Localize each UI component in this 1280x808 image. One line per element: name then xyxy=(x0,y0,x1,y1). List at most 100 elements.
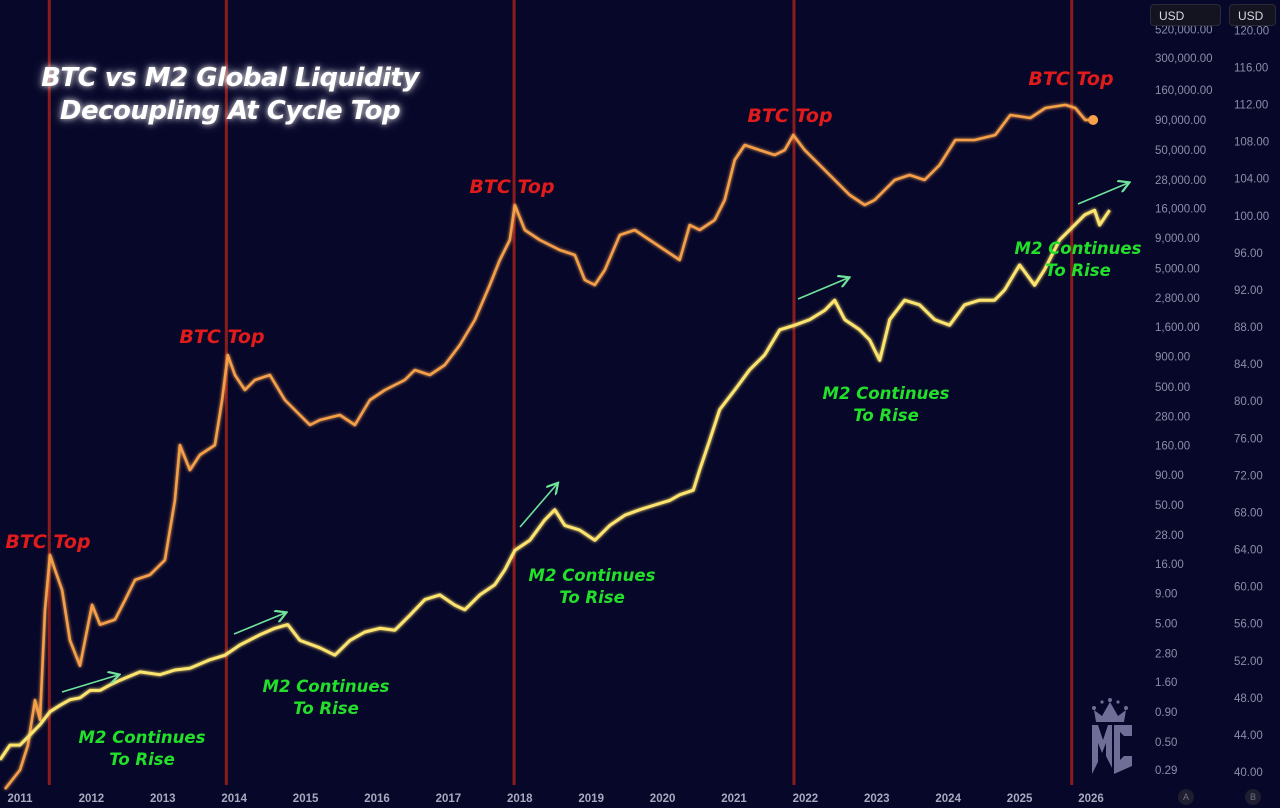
left-axis-currency-button[interactable]: USD xyxy=(1150,4,1221,26)
title-line-2: Decoupling At Cycle Top xyxy=(59,96,401,126)
left-axis-tick-label: 2.80 xyxy=(1155,648,1177,660)
right-axis-tick-label: 44.00 xyxy=(1234,730,1263,742)
x-axis-ticks[interactable]: 2011 2012 2013 2014 2015 2016 2017 2018 2019 2020… xyxy=(8,793,1104,805)
right-axis-ticks[interactable]: 120.00 116.00 112.00 108.00 104.00 100.00 96.0… xyxy=(1234,25,1269,779)
left-axis-tick-label: 160.00 xyxy=(1155,440,1190,452)
right-axis-tick-label: 76.00 xyxy=(1234,433,1263,445)
trend-arrow-icon xyxy=(233,613,285,635)
x-axis-year-label: 2018 xyxy=(507,793,533,805)
left-axis-tick-label: 900.00 xyxy=(1155,352,1190,364)
left-axis-tick-label: 90,000.00 xyxy=(1155,115,1206,127)
right-axis-tick-label: 64.00 xyxy=(1234,545,1263,557)
right-axis-scale-badge[interactable]: B xyxy=(1245,789,1261,805)
left-axis-tick-label: 0.90 xyxy=(1155,707,1177,719)
right-axis-currency-button[interactable]: USD xyxy=(1229,4,1276,26)
trend-arrow-icon xyxy=(797,278,848,300)
left-axis-tick-label: 5.00 xyxy=(1155,619,1177,631)
left-axis-tick-label: 9.00 xyxy=(1155,588,1177,600)
right-axis-tick-label: 72.00 xyxy=(1234,470,1263,482)
trend-arrow-icon xyxy=(519,484,557,528)
right-axis-tick-label: 52.00 xyxy=(1234,656,1263,668)
btc-last-price-dot xyxy=(1088,114,1099,125)
annotations: BTC Top BTC Top BTC Top BTC Top BTC Top M2 Co… xyxy=(5,68,1141,769)
x-axis-year-label: 2026 xyxy=(1078,793,1104,805)
right-axis-tick-label: 104.00 xyxy=(1234,174,1269,186)
right-axis-tick-label: 68.00 xyxy=(1234,507,1263,519)
right-axis-tick-label: 56.00 xyxy=(1234,619,1263,631)
m2-liquidity-line xyxy=(0,208,1111,761)
left-axis-tick-label: 50.00 xyxy=(1155,500,1184,512)
btc-top-label: BTC Top xyxy=(747,105,832,127)
btc-top-label: BTC Top xyxy=(469,176,554,198)
right-axis-tick-label: 120.00 xyxy=(1234,25,1269,37)
x-axis-year-label: 2019 xyxy=(578,793,604,805)
left-axis-ticks[interactable]: 520,000.00 300,000.00 160,000.00 90,000.00 5… xyxy=(1155,25,1213,777)
m2-continues-label-line-1: M2 Continues xyxy=(79,728,206,747)
left-axis-tick-label: 28,000.00 xyxy=(1155,175,1206,187)
x-axis-year-label: 2011 xyxy=(8,793,34,805)
m2-continues-label-line-1: M2 Continues xyxy=(263,677,390,696)
x-axis-year-label: 2025 xyxy=(1007,793,1033,805)
right-axis-tick-label: 88.00 xyxy=(1234,322,1263,334)
m2-continues-label-line-2: To Rise xyxy=(559,588,625,607)
btc-top-label: BTC Top xyxy=(179,326,264,348)
series-layer xyxy=(0,103,1111,790)
left-axis-tick-label: 9,000.00 xyxy=(1155,233,1200,245)
right-axis-tick-label: 96.00 xyxy=(1234,248,1263,260)
m2-continues-label-line-2: To Rise xyxy=(1045,261,1111,280)
left-axis-tick-label: 5,000.00 xyxy=(1155,263,1200,275)
x-axis-year-label: 2023 xyxy=(864,793,890,805)
left-axis-tick-label: 50,000.00 xyxy=(1155,145,1206,157)
x-axis-year-label: 2022 xyxy=(793,793,819,805)
left-axis-tick-label: 16.00 xyxy=(1155,559,1184,571)
right-axis-tick-label: 48.00 xyxy=(1234,693,1263,705)
left-axis-tick-label: 160,000.00 xyxy=(1155,85,1213,97)
trend-arrow-icon xyxy=(61,675,118,693)
m2-continues-label-line-2: To Rise xyxy=(293,699,359,718)
right-axis-tick-label: 92.00 xyxy=(1234,285,1263,297)
right-axis-tick-label: 40.00 xyxy=(1234,767,1263,779)
left-axis-tick-label: 16,000.00 xyxy=(1155,204,1206,216)
btc-top-label: BTC Top xyxy=(1028,68,1113,90)
btc-top-label: BTC Top xyxy=(5,531,90,553)
x-axis-year-label: 2024 xyxy=(935,793,961,805)
x-axis-year-label: 2020 xyxy=(650,793,676,805)
left-axis-tick-label: 0.50 xyxy=(1155,737,1177,749)
m2-continues-label-line-2: To Rise xyxy=(853,406,919,425)
left-axis-tick-label: 1,600.00 xyxy=(1155,322,1200,334)
x-axis-year-label: 2015 xyxy=(293,793,319,805)
m2-continues-label-line-2: To Rise xyxy=(109,750,175,769)
title-line-1: BTC vs M2 Global Liquidity xyxy=(41,63,419,93)
crown-icon xyxy=(1094,702,1126,722)
left-axis-tick-label: 28.00 xyxy=(1155,530,1184,542)
left-axis-tick-label: 2,800.00 xyxy=(1155,293,1200,305)
x-axis-year-label: 2013 xyxy=(150,793,176,805)
right-axis-tick-label: 60.00 xyxy=(1234,582,1263,594)
btc-price-line xyxy=(3,103,1094,790)
right-axis-tick-label: 108.00 xyxy=(1234,137,1269,149)
right-axis-tick-label: 100.00 xyxy=(1234,211,1269,223)
m2-continues-label-line-1: M2 Continues xyxy=(529,566,656,585)
left-axis-tick-label: 1.60 xyxy=(1155,677,1177,689)
m2-continues-label-line-1: M2 Continues xyxy=(1015,239,1142,258)
right-axis-tick-label: 84.00 xyxy=(1234,359,1263,371)
trend-arrow-icon xyxy=(1077,183,1128,205)
x-axis-year-label: 2012 xyxy=(79,793,105,805)
left-axis-tick-label: 500.00 xyxy=(1155,382,1190,394)
x-axis-year-label: 2021 xyxy=(721,793,747,805)
left-axis-tick-label: 90.00 xyxy=(1155,470,1184,482)
left-axis-tick-label: 280.00 xyxy=(1155,412,1190,424)
right-axis-tick-label: 112.00 xyxy=(1234,100,1268,112)
x-axis-year-label: 2016 xyxy=(364,793,390,805)
right-axis-tick-label: 116.00 xyxy=(1234,62,1268,74)
left-axis-tick-label: 300,000.00 xyxy=(1155,53,1213,65)
left-axis-tick-label: 520,000.00 xyxy=(1155,25,1213,37)
x-axis-year-label: 2017 xyxy=(436,793,462,805)
x-axis-year-label: 2014 xyxy=(221,793,247,805)
right-axis-tick-label: 80.00 xyxy=(1234,396,1263,408)
left-axis-tick-label: 0.29 xyxy=(1155,765,1177,777)
mc-logo xyxy=(1092,698,1132,774)
m2-continues-label-line-1: M2 Continues xyxy=(823,384,950,403)
left-axis-scale-badge[interactable]: A xyxy=(1178,789,1194,805)
